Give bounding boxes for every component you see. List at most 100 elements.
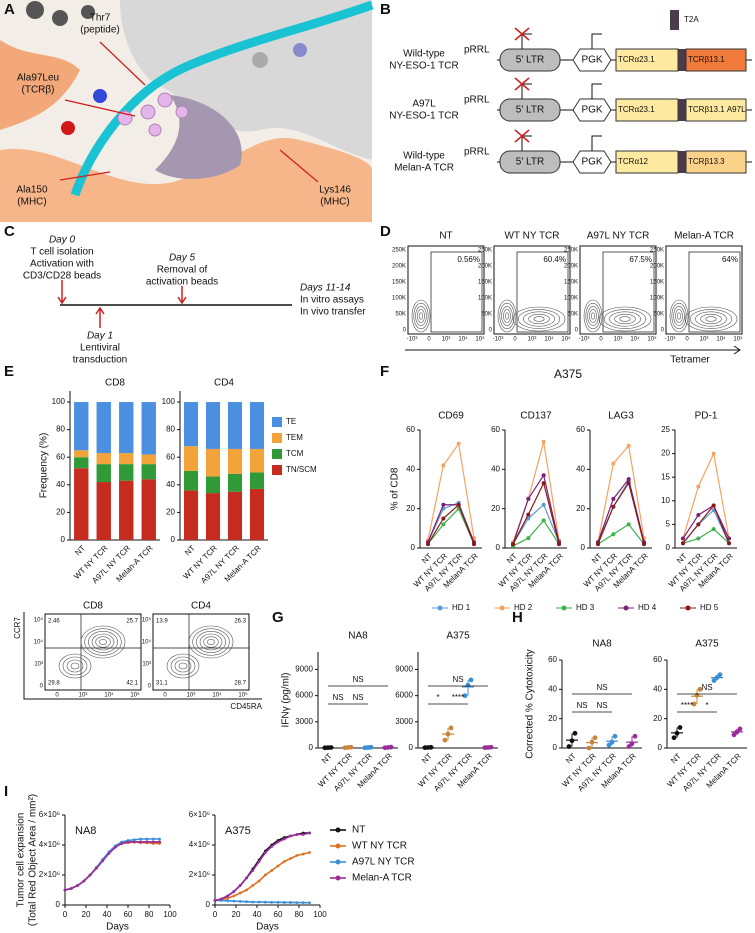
series-point bbox=[76, 884, 79, 887]
legend-marker bbox=[437, 605, 443, 611]
contour bbox=[499, 302, 515, 330]
construct-name: NY-ESO-1 TCR bbox=[389, 61, 458, 72]
structure-label: Ala150 bbox=[16, 185, 48, 196]
x-tick-label: 0 bbox=[213, 910, 218, 919]
series-point bbox=[257, 860, 261, 863]
flow-xtick: -10³ bbox=[665, 337, 676, 343]
peptide-ribbon bbox=[70, 0, 374, 197]
bar-segment bbox=[227, 448, 243, 474]
series-point bbox=[526, 496, 531, 501]
series-line bbox=[682, 451, 730, 539]
x-tick-label: NT bbox=[420, 751, 434, 765]
event-text: Removal of bbox=[157, 265, 208, 276]
flow-xtick: 0 bbox=[513, 337, 517, 343]
bar-segment bbox=[141, 402, 156, 455]
series-line bbox=[512, 503, 560, 545]
y-tick-label: 15 bbox=[661, 472, 670, 481]
y-tick-label: 0 bbox=[666, 543, 671, 552]
data-point bbox=[609, 739, 615, 745]
series-point bbox=[151, 837, 155, 841]
bar-segment bbox=[249, 488, 265, 540]
t2a-box bbox=[678, 49, 686, 71]
gate-value: 67.5% bbox=[629, 255, 652, 264]
quadrant-value: 28.7 bbox=[234, 681, 246, 687]
series-point bbox=[696, 536, 701, 541]
y-tick-label: 80 bbox=[56, 425, 65, 434]
chart-title: CD69 bbox=[438, 411, 464, 422]
legend-marker bbox=[335, 875, 341, 881]
data-point bbox=[462, 693, 468, 699]
y-tick-label: 60 bbox=[653, 655, 662, 664]
y-tick-label: 60 bbox=[406, 425, 415, 434]
cd45ra-label: CD45RA bbox=[230, 702, 262, 711]
y-axis-label: Corrected % Cytotoxicity bbox=[525, 649, 536, 758]
series-point bbox=[270, 869, 274, 872]
x-tick-label: 40 bbox=[253, 910, 262, 919]
data-point bbox=[697, 686, 703, 692]
flow-xtick: 10⁴ bbox=[104, 692, 114, 699]
y-tick-label: 20 bbox=[166, 508, 175, 517]
series-point bbox=[238, 900, 242, 903]
series-point bbox=[426, 542, 430, 547]
flow-ytick: 250K bbox=[564, 248, 578, 254]
flow-ytick: 100K bbox=[564, 296, 578, 302]
structure-label: (peptide) bbox=[80, 25, 119, 36]
ccr7-label: CCR7 bbox=[13, 617, 22, 639]
legend-label: WT NY TCR bbox=[352, 841, 407, 852]
series-point bbox=[301, 901, 305, 904]
flow-ytick: 10³ bbox=[34, 662, 43, 668]
y-axis-label: IFNγ (pg/ml) bbox=[281, 673, 292, 728]
flow-title: CD4 bbox=[191, 601, 211, 612]
series-point bbox=[232, 899, 236, 903]
flow-ytick: 250K bbox=[478, 248, 492, 254]
x-axis-label: Days bbox=[256, 922, 279, 933]
series-point bbox=[270, 845, 274, 848]
flow-ytick: 100K bbox=[478, 296, 492, 302]
beta-box bbox=[685, 98, 747, 122]
y-tick-label: 6×10⁶ bbox=[39, 810, 60, 819]
series-line bbox=[214, 832, 310, 902]
x-tick-label: 80 bbox=[295, 910, 304, 919]
quadrant-value: 31.1 bbox=[156, 681, 168, 687]
flow-title: Melan-A TCR bbox=[674, 231, 734, 242]
x-tick-label: 100 bbox=[313, 910, 327, 919]
series-point bbox=[276, 864, 280, 868]
y-tick-label: 100 bbox=[52, 397, 66, 406]
y-tick-label: 0 bbox=[56, 900, 61, 909]
legend-marker bbox=[335, 827, 341, 833]
y-tick-label: 0 bbox=[553, 743, 558, 752]
series-point bbox=[145, 840, 149, 844]
flow-xtick: 0 bbox=[55, 693, 59, 699]
flow-frame bbox=[152, 613, 250, 691]
event-day: Day 0 bbox=[49, 235, 76, 246]
deletion-x bbox=[514, 27, 530, 41]
contour bbox=[700, 313, 722, 325]
significance-label: NS bbox=[576, 701, 587, 710]
contour bbox=[178, 662, 188, 670]
x-tick-label: NT bbox=[669, 751, 683, 765]
pgk-label: PGK bbox=[581, 55, 602, 66]
contour bbox=[705, 316, 717, 322]
data-point bbox=[468, 677, 474, 683]
x-tick-label: NT bbox=[564, 751, 578, 765]
series-point bbox=[264, 851, 267, 854]
event-arrow bbox=[95, 306, 105, 328]
structure-label: Ala97Leu bbox=[17, 73, 59, 84]
series-point bbox=[276, 840, 280, 844]
contour bbox=[619, 316, 631, 322]
contour bbox=[91, 633, 115, 651]
contour bbox=[418, 312, 424, 320]
x-tick-label: 60 bbox=[124, 910, 133, 919]
ltr-label: 5' LTR bbox=[516, 157, 544, 168]
chart-title: CD8 bbox=[105, 378, 125, 389]
flow-xtick: 10⁴ bbox=[458, 336, 468, 343]
panel-label: D bbox=[380, 223, 391, 240]
series-point bbox=[626, 481, 631, 486]
y-tick-label: 20 bbox=[661, 449, 670, 458]
flow-ytick: 0 bbox=[489, 328, 493, 334]
y-tick-label: 0 bbox=[206, 900, 211, 909]
data-point bbox=[694, 692, 700, 698]
gate bbox=[430, 251, 483, 333]
contour bbox=[174, 659, 192, 673]
data-point bbox=[737, 726, 743, 732]
